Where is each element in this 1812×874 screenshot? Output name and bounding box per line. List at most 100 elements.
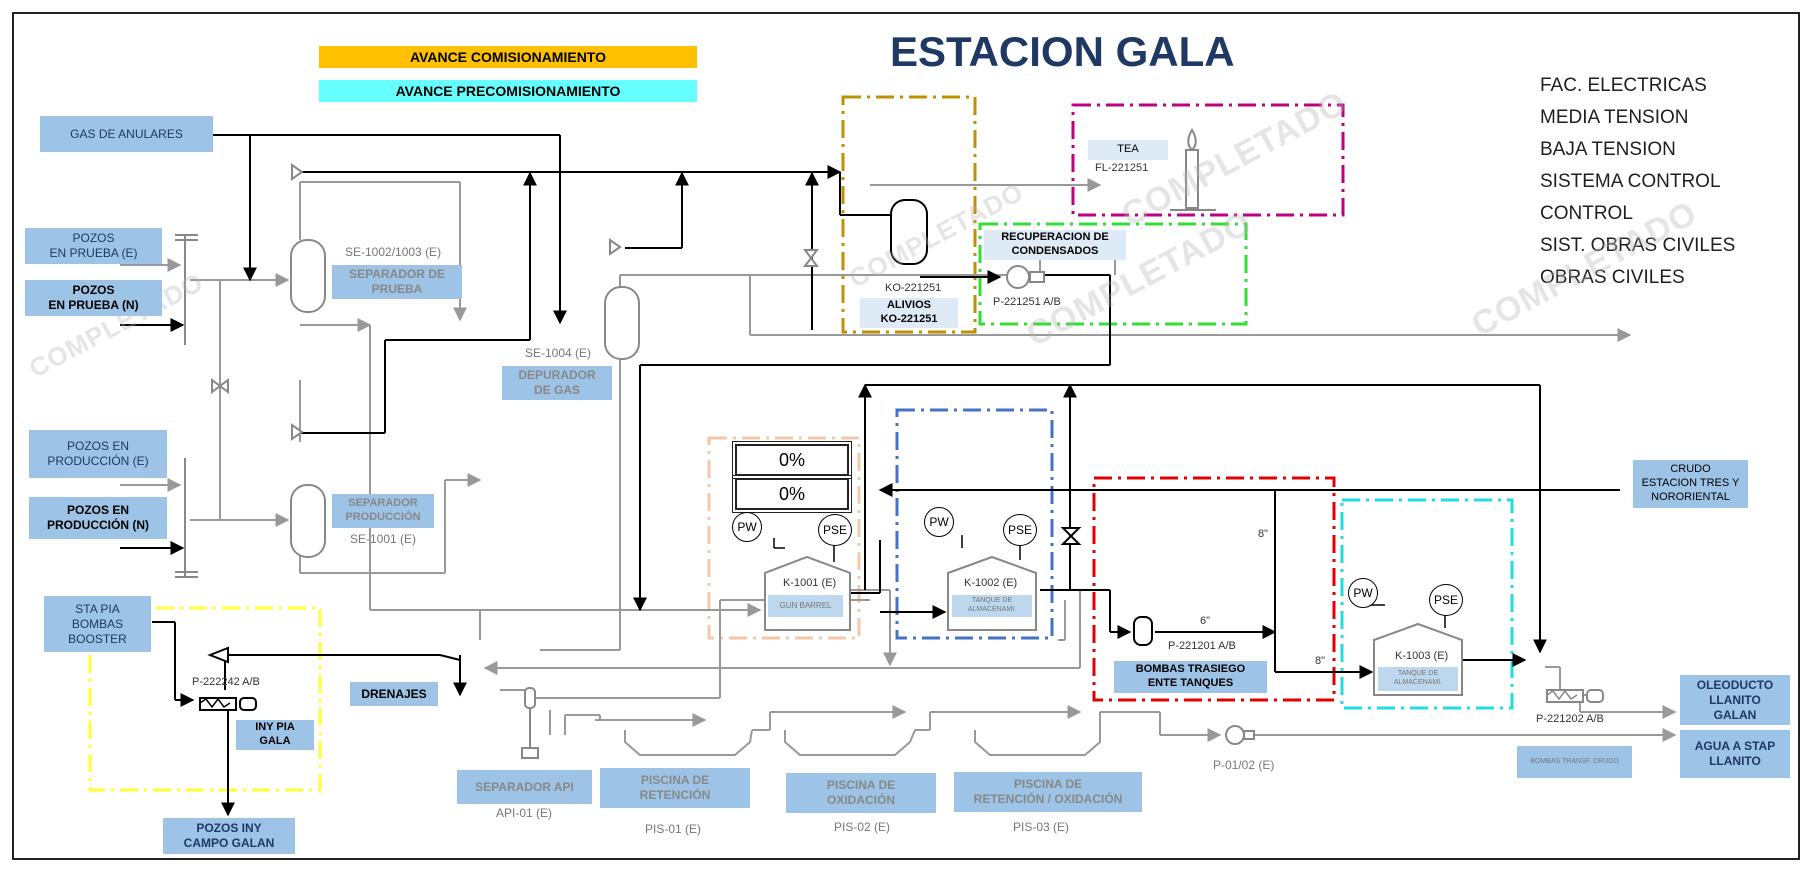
tea-name-label: TEA [1117,143,1139,156]
pipe-size-a: 8" [1258,528,1269,540]
zone-pia [88,606,322,792]
page-title: ESTACION GALA [890,28,1235,75]
tank-k1001 [764,555,851,631]
p221202-tag: P-221202 A/B [1536,713,1604,725]
k1002-name: TANQUE DE ALMACENAMI. [952,595,1032,617]
drenajes: DRENAJES [350,682,438,706]
se1002-name: SEPARADOR DE PRUEBA [332,265,462,299]
pis02-tag: PIS-02 (E) [834,820,891,834]
pw-label: PW [737,520,757,534]
valve-2 [803,249,819,267]
pw-label: PW [1353,586,1373,600]
p0102-tag: P-01/02 (E) [1213,758,1275,772]
legend-item: SISTEMA CONTROL [1540,171,1721,192]
zone-k1001 [707,436,861,640]
se1002-name-label: SEPARADOR DE PRUEBA [349,267,445,296]
pse-instrument-k1001: PSE [818,514,852,546]
iny-pia-label: INY PIA GALA [255,721,295,747]
pipe-size-c: 8" [1315,655,1326,667]
pse-label: PSE [1007,523,1032,537]
pis02-name: PISCINA DE OXIDACIÓN [786,773,936,813]
tank-k1002 [947,555,1037,631]
valve-5 [609,238,622,256]
bombas-trasiego-label: BOMBAS TRASIEGO ENTE TANQUES [1135,663,1246,689]
legend-item: FAC. ELECTRICAS [1540,75,1707,96]
legend-item: OBRAS CIVILES [1540,267,1685,288]
input-pozos-prod-e: POZOS EN PRODUCCIÓN (E) [29,430,167,478]
bombas-transf: BOMBAS TRANSF. CRUDO [1517,746,1632,778]
progress-commissioning-label: AVANCE COMISIONAMIENTO [409,49,606,65]
input-sta-pia: STA PIA BOMBAS BOOSTER [44,596,151,652]
se1004-name-label: DEPURADOR DE GAS [518,368,596,397]
legend-item: BAJA TENSION [1540,139,1676,160]
pis03-tag: PIS-03 (E) [1013,820,1070,834]
vessel-ko [890,199,928,265]
agua-stap: AGUA A STAP LLANITO [1680,730,1790,778]
pis02-name-label: PISCINA DE OXIDACIÓN [826,778,896,807]
pw-instrument-k1001: PW [732,512,762,542]
pozos-iny: POZOS INY CAMPO GALAN [163,818,295,854]
legend-item: SIST. OBRAS CIVILES [1540,235,1736,256]
se1004-tag: SE-1004 (E) [525,346,592,360]
k1001-name: GUN BARREL [768,595,843,617]
input-crudo: CRUDO ESTACION TRES Y NORORIENTAL [1633,460,1748,508]
input-gas-anulares: GAS DE ANULARES [40,116,213,152]
pw-label: PW [929,515,949,529]
api-name: SEPARADOR API [457,770,592,804]
input-pozos-prod-n: POZOS EN PRODUCCIÓN (N) [29,497,167,539]
input-pozos-prueba-e: POZOS EN PRUEBA (E) [25,228,162,264]
k1002-name-label: TANQUE DE ALMACENAMI. [967,597,1017,613]
k1003-name: TANQUE DE ALMACENAMI. [1378,667,1458,691]
pw-instrument-k1003: PW [1348,578,1378,608]
zone-k1003 [1340,498,1514,710]
vessel-se1004 [604,286,640,360]
input-crudo-label: CRUDO ESTACION TRES Y NORORIENTAL [1641,463,1740,503]
recup-name-label: RECUPERACION DE CONDENSADOS [1001,231,1109,257]
valve-4 [291,423,304,441]
input-pozos-prueba-e-label: POZOS EN PRUEBA (E) [49,231,138,260]
se1001-name-label: SEPARADOR PRODUCCIÓN [345,497,421,523]
se1001-name: SEPARADOR PRODUCCIÓN [332,494,434,528]
valve-6 [1060,527,1082,545]
legend-item: MEDIA TENSION [1540,107,1689,128]
pse-instrument-k1002: PSE [1003,514,1037,546]
ko-name: ALIVIOS KO-221251 [860,298,958,328]
bombas-trasiego: BOMBAS TRASIEGO ENTE TANQUES [1114,661,1267,693]
k1001-name-label: GUN BARREL [779,601,832,610]
api-tag: API-01 (E) [496,806,553,820]
k1001-tag: K-1001 (E) [783,577,837,589]
input-pozos-prod-n-label: POZOS EN PRODUCCIÓN (N) [47,503,149,532]
progress-precommissioning: AVANCE PRECOMISIONAMIENTO [319,80,697,102]
pipe-size-b: 6" [1200,615,1211,627]
pump-p221251 [1006,265,1030,289]
pump-p0102 [1225,725,1245,745]
input-sta-pia-label: STA PIA BOMBAS BOOSTER [68,601,127,646]
pse-label: PSE [822,523,847,537]
agua-stap-label: AGUA A STAP LLANITO [1694,739,1776,768]
pis03-name: PISCINA DE RETENCIÓN / OXIDACIÓN [954,772,1142,812]
tea-name: TEA [1088,140,1168,160]
recup-name: RECUPERACION DE CONDENSADOS [984,230,1126,260]
input-pozos-prueba-n: POZOS EN PRUEBA (N) [25,280,162,316]
p222242-tag: P-222242 A/B [192,676,260,688]
legend-list: FAC. ELECTRICAS MEDIA TENSION BAJA TENSI… [1540,70,1735,294]
zone-k1002 [895,408,1054,640]
vessel-se1002 [290,239,326,313]
input-pozos-prueba-n-label: POZOS EN PRUEBA (N) [48,283,139,312]
percent-bottom: 0% [732,475,852,513]
drenajes-label: DRENAJES [361,686,427,701]
pis01-name-label: PISCINA DE RETENCIÓN [639,773,711,802]
ko-tag: KO-221251 [885,282,942,294]
se1001-tag: SE-1001 (E) [350,532,417,546]
k1002-tag: K-1002 (E) [964,577,1018,589]
p221201-tag: P-221201 A/B [1168,640,1236,652]
zone-tea [1071,103,1345,217]
input-pozos-prod-e-label: POZOS EN PRODUCCIÓN (E) [47,439,149,468]
pis03-name-label: PISCINA DE RETENCIÓN / OXIDACIÓN [973,777,1123,806]
progress-precommissioning-label: AVANCE PRECOMISIONAMIENTO [395,83,621,99]
pis01-name: PISCINA DE RETENCIÓN [600,768,750,808]
k1003-name-label: TANQUE DE ALMACENAMI. [1393,670,1443,686]
pozos-iny-label: POZOS INY CAMPO GALAN [183,821,275,850]
progress-commissioning: AVANCE COMISIONAMIENTO [319,46,697,68]
pse-instrument-k1003: PSE [1429,584,1463,616]
